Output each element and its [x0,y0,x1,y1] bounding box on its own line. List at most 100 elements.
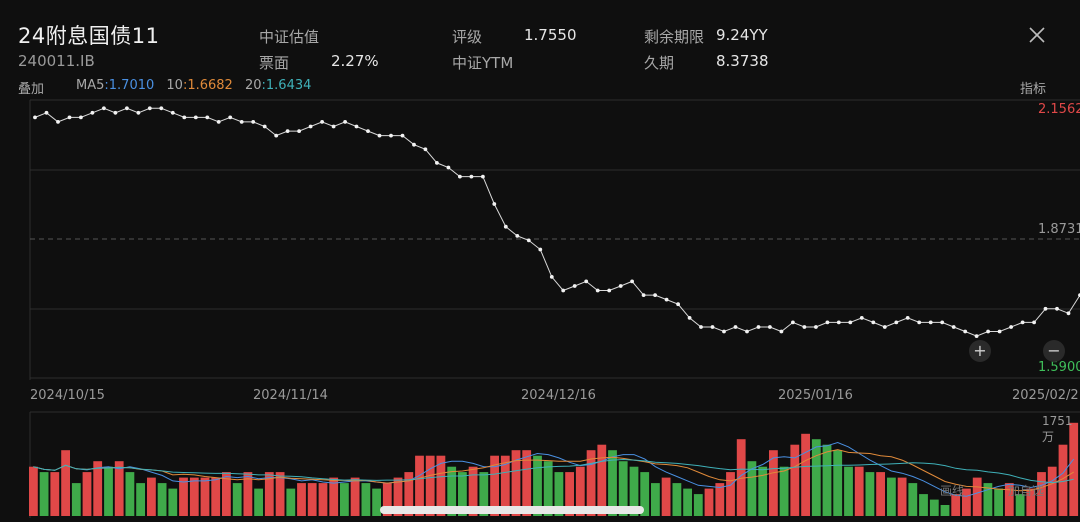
volume-bar [61,450,70,516]
price-point [687,316,692,320]
volume-bar [1069,422,1079,516]
volume-bar [297,483,306,516]
price-point [1055,306,1059,311]
volume-bar [500,455,510,516]
volume-bar [790,444,800,516]
draw-line-button[interactable]: 画线 [940,484,965,498]
coupon-value: 2.27% [331,52,379,70]
volume-bar [618,461,628,516]
volume-bar [136,483,145,516]
volume-bar [50,472,60,516]
price-point [44,110,49,115]
price-point [768,325,772,329]
price-point [435,161,439,165]
indicator-button[interactable]: 指标 [1020,82,1047,97]
price-point [228,115,233,120]
volume-bar [575,466,585,516]
volume-bar [565,472,574,516]
volume-bar [897,477,907,516]
price-point [802,325,807,329]
price-point [1032,320,1036,325]
volume-bar [275,472,285,516]
zoom-out-button[interactable]: − [1043,340,1065,362]
price-point [664,297,669,302]
price-point [894,320,899,325]
price-point [917,320,922,325]
price-point [308,124,313,129]
price-point [997,329,1002,334]
price-point [446,165,451,170]
price-point [320,120,324,124]
price-point [377,133,382,138]
price-point [653,293,657,297]
volume-bar [822,444,832,516]
price-point [79,115,83,120]
volume-bar [479,472,489,516]
remaining-term-value: 9.24YY [716,26,768,44]
date-label-4: 2025/01/16 [778,388,853,403]
price-point [503,224,508,229]
price-point [412,142,416,147]
price-point [389,133,393,138]
price-point [940,320,945,325]
price-point [641,293,646,297]
overlay-button[interactable]: 叠加 [18,82,45,97]
ma20-value: :1.6434 [261,78,312,93]
bond-code: 240011.IB [18,52,95,70]
price-point [113,110,118,115]
price-point [756,325,761,329]
volume-bar [1058,444,1068,516]
valuation-label: 中证估值 [259,28,320,46]
volume-bar [243,472,253,516]
price-point [963,329,968,334]
volume-bar [211,477,221,516]
volume-bar [1004,483,1014,516]
price-point [102,106,106,111]
volume-bar [1026,488,1036,516]
price-point [859,316,864,320]
volume-bar [104,466,113,516]
price-point [193,115,198,120]
volume-bar [951,494,961,516]
price-point [710,325,715,329]
volume-bar [747,461,757,516]
volume-bar [769,450,778,516]
volume-bar [468,466,478,516]
date-label-1: 2024/10/15 [30,388,105,403]
ma10-value: :1.6682 [182,78,233,93]
volume-bar [801,433,810,516]
price-point [1066,311,1071,316]
ma5-value: :1.7010 [104,78,155,93]
price-point [159,106,164,111]
volume-bar [865,472,875,516]
volume-bar [854,466,864,516]
volume-bar [490,455,499,516]
ma-legend: MA5:1.7010 10:1.6682 20:1.6434 [76,78,311,93]
price-point [147,106,152,111]
volume-bar [340,483,349,516]
close-button[interactable] [1026,24,1048,46]
price-point [745,329,749,334]
volume-bar [382,483,392,516]
volume-bar [940,505,950,516]
price-point [905,316,910,320]
timeline-scrollbar[interactable] [380,506,644,514]
volume-bar [179,477,188,516]
volume-bar [286,488,296,516]
volume-bar [833,450,843,516]
price-point [561,288,566,293]
add-watchlist-button[interactable]: 加自选 [1008,484,1045,498]
zoom-in-button[interactable]: + [969,340,991,362]
volume-bar [372,488,381,516]
price-point [469,174,474,179]
volume-bar [254,488,263,516]
ytm-label: 中证YTM [452,54,514,72]
price-point [354,124,359,129]
price-point [791,320,795,325]
volume-bar [629,466,639,516]
price-point [526,238,531,243]
price-point [262,124,267,129]
volume-bar [683,488,692,516]
volume-bar [908,483,918,516]
